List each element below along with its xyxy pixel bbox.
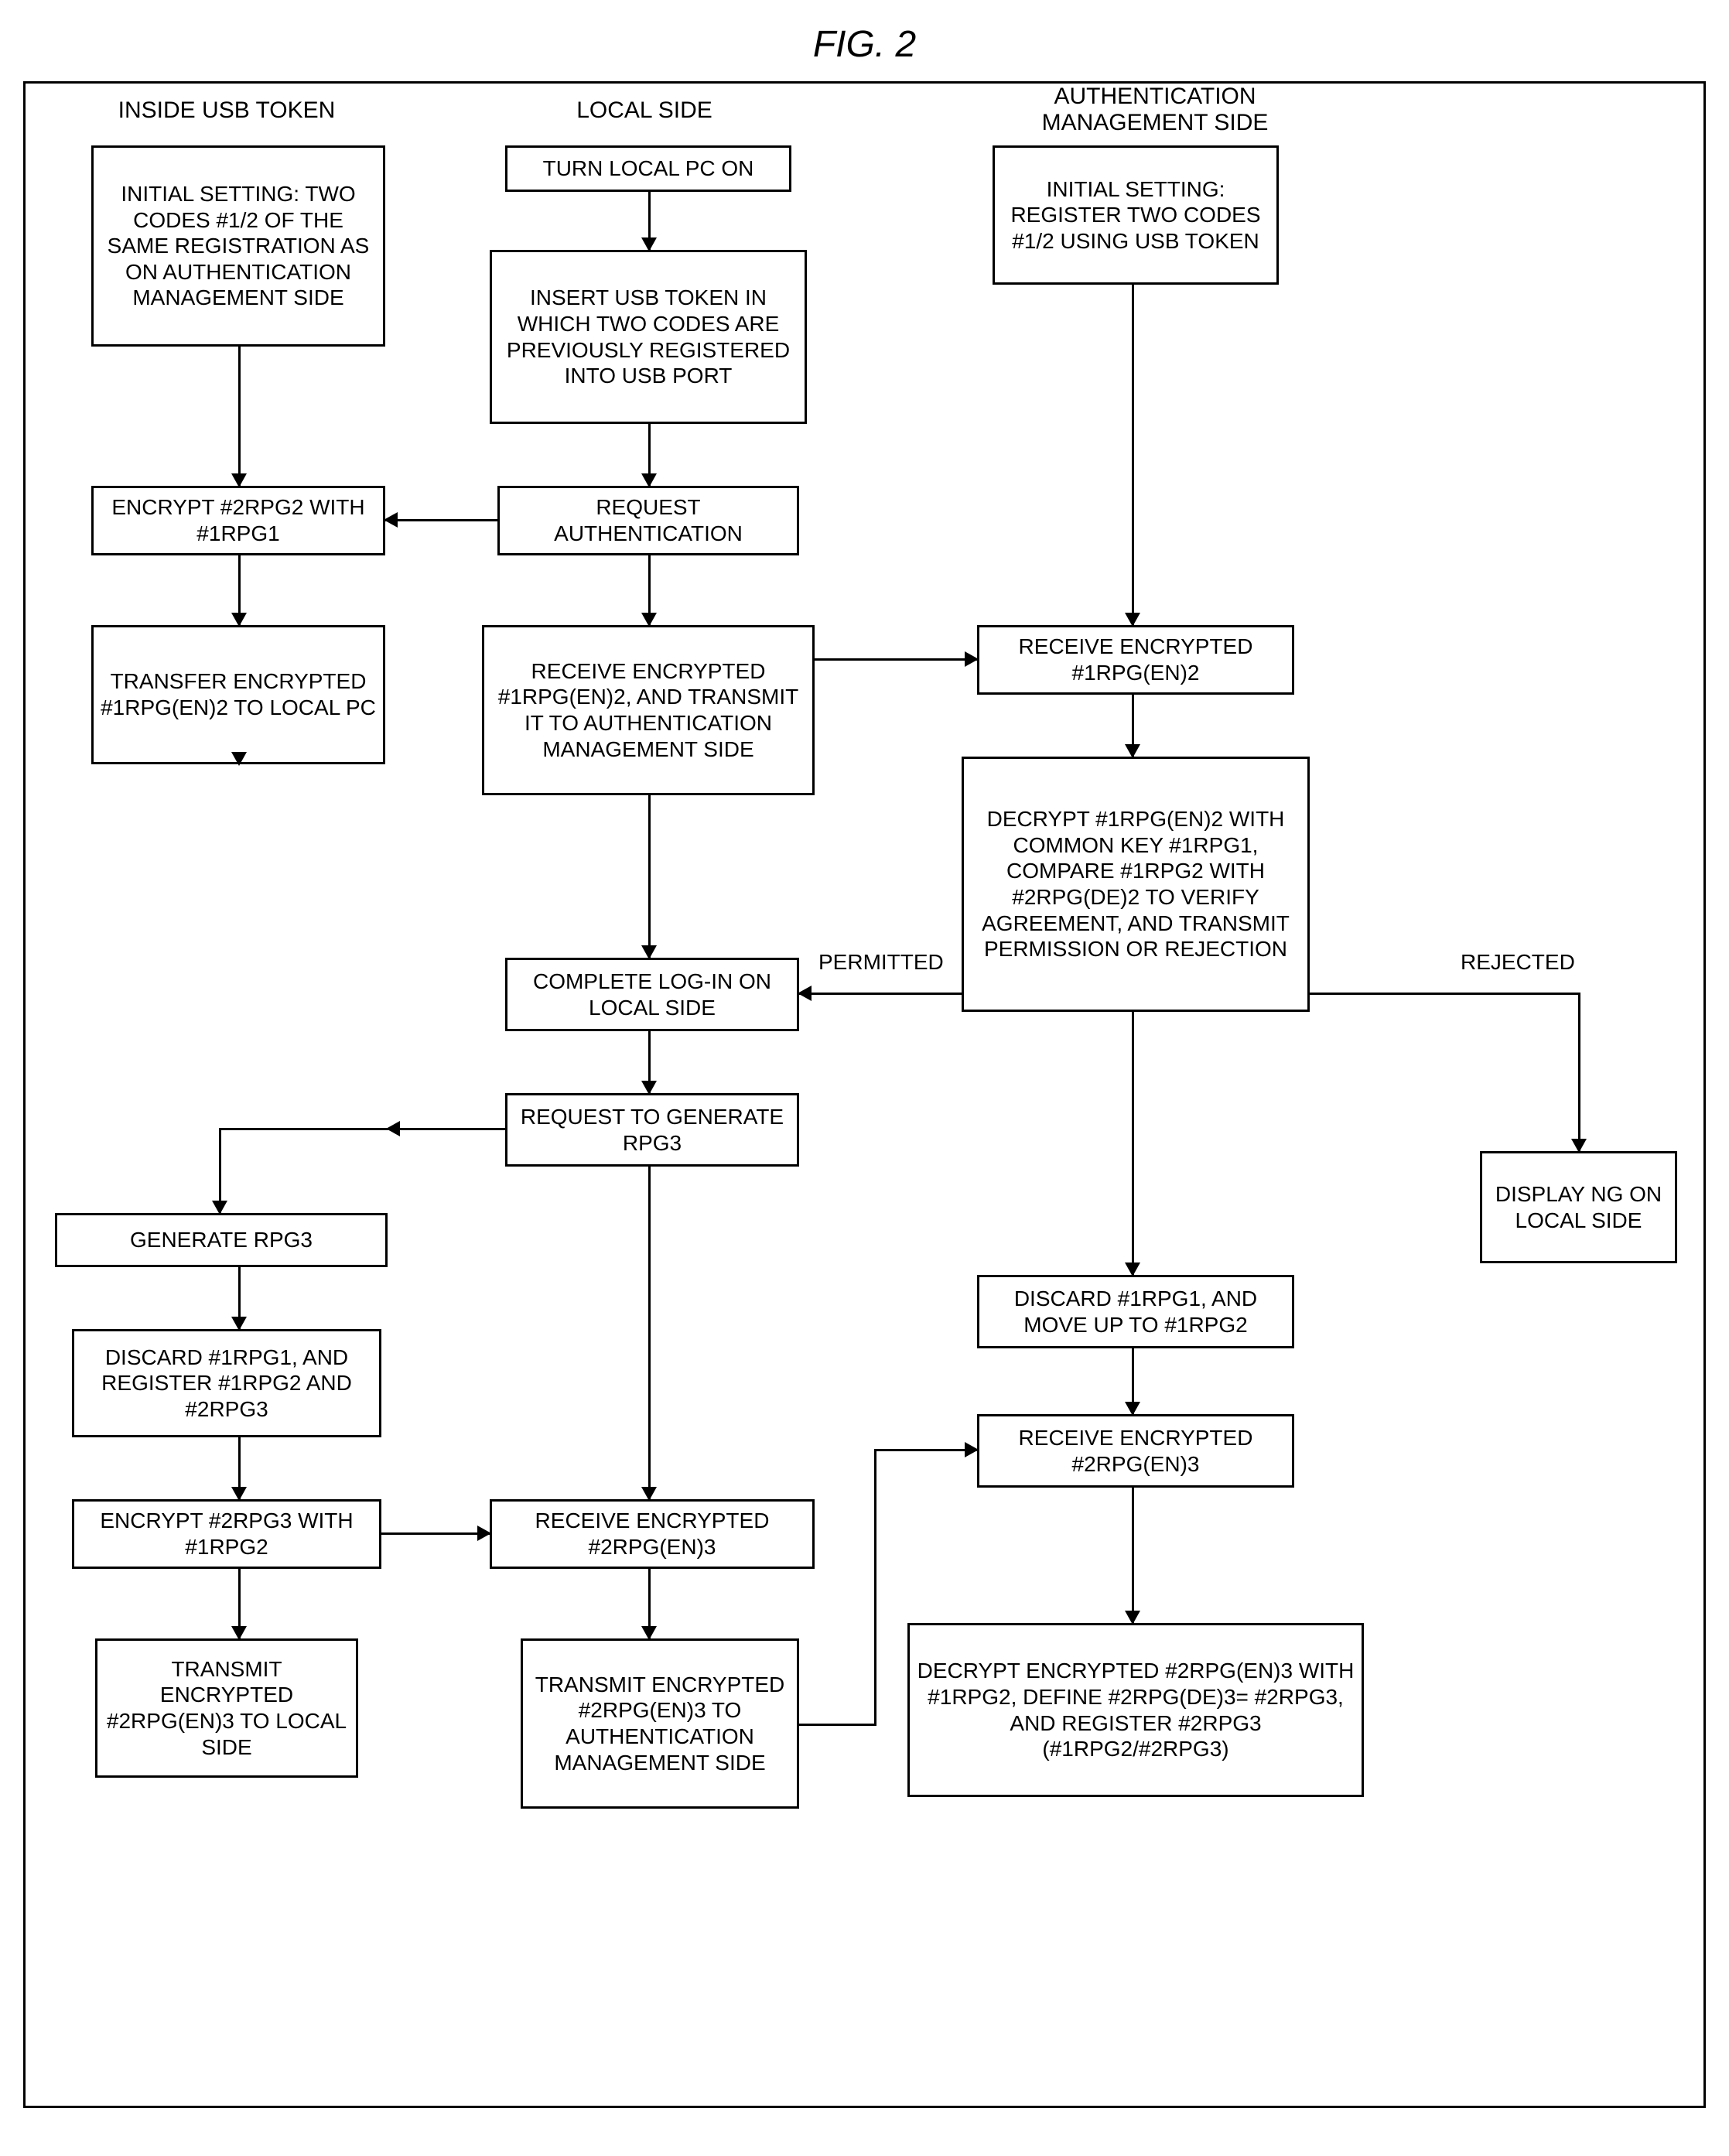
box-usb-transmit: TRANSMIT ENCRYPTED #2RPG(EN)3 TO LOCAL S… — [95, 1638, 358, 1778]
box-local-on: TURN LOCAL PC ON — [505, 145, 791, 192]
box-local-insert: INSERT USB TOKEN IN WHICH TWO CODES ARE … — [490, 250, 807, 424]
arrow — [648, 192, 651, 250]
arrow — [238, 347, 241, 486]
box-auth-receive2: RECEIVE ENCRYPTED #2RPG(EN)3 — [977, 1414, 1294, 1488]
arrow — [648, 1031, 651, 1093]
box-auth-decrypt1: DECRYPT #1RPG(EN)2 WITH COMMON KEY #1RPG… — [962, 757, 1310, 1012]
arrow — [815, 658, 977, 661]
box-local-receive2: RECEIVE ENCRYPTED #2RPG(EN)3 — [490, 1499, 815, 1569]
box-local-request: REQUEST AUTHENTICATION — [497, 486, 799, 555]
arrow — [874, 1449, 977, 1451]
arrow — [388, 1128, 505, 1130]
box-local-receive1: RECEIVE ENCRYPTED #1RPG(EN)2, AND TRANSM… — [482, 625, 815, 795]
column-header-local: LOCAL SIDE — [521, 97, 768, 124]
arrow — [238, 1437, 241, 1499]
arrow — [1132, 1488, 1134, 1623]
arrow — [1132, 285, 1134, 625]
segment — [874, 1449, 876, 1726]
arrow — [238, 1267, 241, 1329]
arrow — [648, 555, 651, 625]
arrow — [1132, 1348, 1134, 1414]
box-auth-receive1: RECEIVE ENCRYPTED #1RPG(EN)2 — [977, 625, 1294, 695]
box-usb-encrypt1: ENCRYPT #2RPG2 WITH #1RPG1 — [91, 486, 385, 555]
box-usb-gen: GENERATE RPG3 — [55, 1213, 388, 1267]
box-local-transmit: TRANSMIT ENCRYPTED #2RPG(EN)3 TO AUTHENT… — [521, 1638, 799, 1809]
segment — [219, 1128, 389, 1130]
arrow — [648, 1569, 651, 1638]
arrow — [219, 1128, 221, 1213]
box-local-login: COMPLETE LOG-IN ON LOCAL SIDE — [505, 958, 799, 1031]
arrow — [385, 519, 497, 521]
edge-label-permitted: PERMITTED — [818, 950, 944, 975]
column-header-auth: AUTHENTICATION MANAGEMENT SIDE — [969, 84, 1341, 136]
segment — [1310, 993, 1580, 995]
edge-label-rejected: REJECTED — [1461, 950, 1575, 975]
box-auth-decrypt2: DECRYPT ENCRYPTED #2RPG(EN)3 WITH #1RPG2… — [907, 1623, 1364, 1797]
box-auth-discard: DISCARD #1RPG1, AND MOVE UP TO #1RPG2 — [977, 1275, 1294, 1348]
box-ng: DISPLAY NG ON LOCAL SIDE — [1480, 1151, 1677, 1263]
box-usb-transfer: TRANSFER ENCRYPTED #1RPG(EN)2 TO LOCAL P… — [91, 625, 385, 764]
arrow — [238, 555, 241, 625]
arrow — [1132, 1012, 1134, 1275]
segment — [799, 1724, 876, 1726]
arrow — [648, 795, 651, 958]
box-local-reqgen: REQUEST TO GENERATE RPG3 — [505, 1093, 799, 1167]
box-usb-encrypt2: ENCRYPT #2RPG3 WITH #1RPG2 — [72, 1499, 381, 1569]
arrow — [648, 1167, 651, 1499]
arrow — [238, 1569, 241, 1638]
arrow — [381, 1532, 490, 1535]
box-usb-init: INITIAL SETTING: TWO CODES #1/2 OF THE S… — [91, 145, 385, 347]
column-header-usb: INSIDE USB TOKEN — [64, 97, 389, 124]
figure-title: FIG. 2 — [23, 23, 1706, 66]
arrow — [1578, 993, 1580, 1151]
flowchart-diagram: INSIDE USB TOKEN LOCAL SIDE AUTHENTICATI… — [23, 81, 1706, 2108]
box-auth-init: INITIAL SETTING: REGISTER TWO CODES #1/2… — [993, 145, 1279, 285]
arrow — [1132, 695, 1134, 757]
arrow — [799, 993, 962, 995]
arrow — [648, 424, 651, 486]
box-usb-discard: DISCARD #1RPG1, AND REGISTER #1RPG2 AND … — [72, 1329, 381, 1437]
